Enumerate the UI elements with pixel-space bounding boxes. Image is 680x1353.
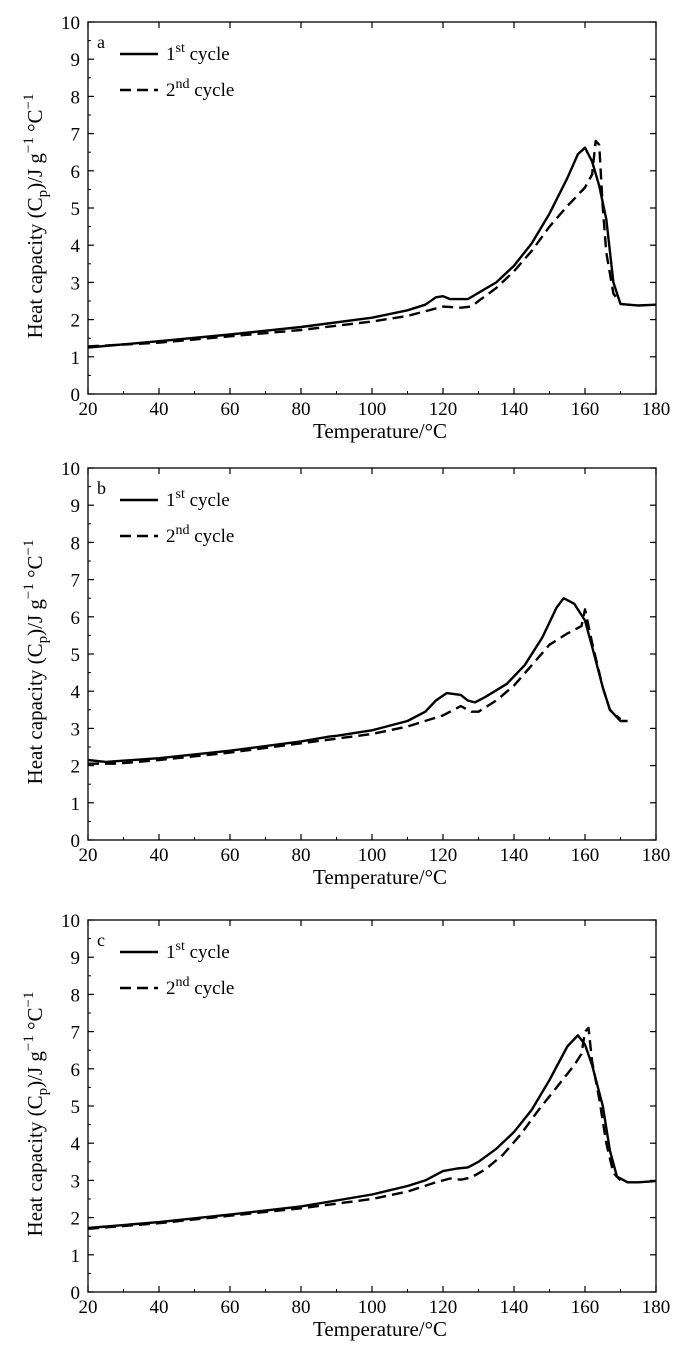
x-tick-label: 80 — [292, 399, 311, 420]
y-tick-label: 9 — [71, 50, 81, 71]
y-tick-label: 5 — [71, 1097, 81, 1118]
legend-label-2: 2nd cycle — [166, 77, 234, 101]
x-tick-label: 180 — [642, 399, 671, 420]
y-tick-label: 9 — [71, 948, 81, 969]
legend-label-1: 1st cycle — [166, 487, 230, 511]
chart-panel-b: 20 40 60 80 100 120 140 160 180 0 1 2 3 4 5 6 7 8 9 10 Tempe… — [21, 459, 670, 889]
y-axis-title: Heat capacity (Cp)/J g−1 °C−1 — [21, 94, 51, 339]
y-tick-label: 8 — [71, 87, 81, 108]
x-tick-label: 60 — [221, 1297, 240, 1318]
y-tick-label: 6 — [71, 162, 81, 183]
x-axis-title: Temperature/°C — [313, 419, 447, 443]
x-tick-label: 40 — [150, 399, 169, 420]
y-tick-label: 1 — [71, 348, 81, 369]
plot-frame — [87, 467, 657, 841]
x-tick-label: 40 — [150, 845, 169, 866]
x-tick-label: 100 — [358, 845, 387, 866]
x-tick-label: 120 — [429, 1297, 458, 1318]
chart-panel-a: 20 40 60 80 100 120 140 160 180 0 1 2 3 4 5 6 7 8 9 10 Tempe… — [21, 13, 670, 443]
x-tick-label: 60 — [221, 845, 240, 866]
series-line-2 — [87, 1026, 622, 1230]
legend-label-2: 2nd cycle — [166, 523, 234, 547]
y-tick-label: 0 — [71, 831, 81, 852]
x-tick-label: 160 — [571, 1297, 600, 1318]
panel-label: b — [97, 478, 106, 498]
x-axis-title: Temperature/°C — [313, 865, 447, 889]
y-tick-label: 2 — [71, 311, 81, 332]
y-tick-label: 0 — [71, 385, 81, 406]
x-tick-label: 100 — [358, 399, 387, 420]
y-tick-label: 1 — [71, 1246, 81, 1267]
y-tick-label: 7 — [71, 571, 81, 592]
y-tick-label: 7 — [71, 125, 81, 146]
y-tick-label: 3 — [71, 273, 81, 294]
x-tick-label: 40 — [150, 1297, 169, 1318]
legend-label-2: 2nd cycle — [166, 975, 234, 999]
legend-label-1: 1st cycle — [166, 939, 230, 963]
y-tick-label: 4 — [71, 682, 81, 703]
x-tick-label: 100 — [358, 1297, 387, 1318]
x-tick-label: 140 — [500, 1297, 529, 1318]
x-tick-label: 20 — [79, 845, 98, 866]
y-tick-label: 0 — [71, 1283, 81, 1304]
x-tick-label: 160 — [571, 845, 600, 866]
x-tick-label: 180 — [642, 845, 671, 866]
y-tick-label: 9 — [71, 496, 81, 517]
x-tick-label: 140 — [500, 399, 529, 420]
x-tick-label: 60 — [221, 399, 240, 420]
y-tick-label: 10 — [61, 911, 80, 932]
panel-label: c — [97, 930, 105, 950]
y-tick-label: 5 — [71, 645, 81, 666]
x-tick-label: 20 — [79, 399, 98, 420]
y-tick-label: 10 — [61, 459, 80, 480]
y-tick-label: 2 — [71, 1209, 81, 1230]
series-line-1 — [87, 146, 657, 349]
x-axis-title: Temperature/°C — [313, 1317, 447, 1341]
y-tick-label: 3 — [71, 719, 81, 740]
x-tick-label: 120 — [429, 399, 458, 420]
y-tick-label: 8 — [71, 985, 81, 1006]
legend-label-1: 1st cycle — [166, 41, 230, 65]
x-tick-label: 180 — [642, 1297, 671, 1318]
chart-panel-c: 20 40 60 80 100 120 140 160 180 0 1 2 3 4 5 6 7 8 9 10 Tempe… — [21, 911, 670, 1341]
y-tick-label: 5 — [71, 199, 81, 220]
series-line-1 — [87, 1034, 657, 1230]
series-line-1 — [87, 597, 628, 764]
y-tick-label: 4 — [71, 236, 81, 257]
x-tick-label: 80 — [292, 1297, 311, 1318]
x-tick-label: 120 — [429, 845, 458, 866]
y-tick-label: 4 — [71, 1134, 81, 1155]
y-tick-label: 6 — [71, 1060, 81, 1081]
y-tick-label: 8 — [71, 533, 81, 554]
x-tick-label: 140 — [500, 845, 529, 866]
y-axis-title: Heat capacity (Cp)/J g−1 °C−1 — [21, 540, 51, 785]
y-tick-label: 3 — [71, 1171, 81, 1192]
x-tick-label: 80 — [292, 845, 311, 866]
y-tick-label: 2 — [71, 757, 81, 778]
y-tick-label: 1 — [71, 794, 81, 815]
plot-frame — [87, 919, 657, 1293]
x-tick-label: 160 — [571, 399, 600, 420]
x-tick-label: 20 — [79, 1297, 98, 1318]
series-line-2 — [87, 139, 622, 348]
y-tick-label: 10 — [61, 13, 80, 34]
y-axis-title: Heat capacity (Cp)/J g−1 °C−1 — [21, 992, 51, 1237]
series-line-2 — [88, 608, 622, 765]
y-tick-label: 7 — [71, 1023, 81, 1044]
plot-frame — [87, 21, 657, 395]
panel-label: a — [97, 32, 105, 52]
y-tick-label: 6 — [71, 608, 81, 629]
